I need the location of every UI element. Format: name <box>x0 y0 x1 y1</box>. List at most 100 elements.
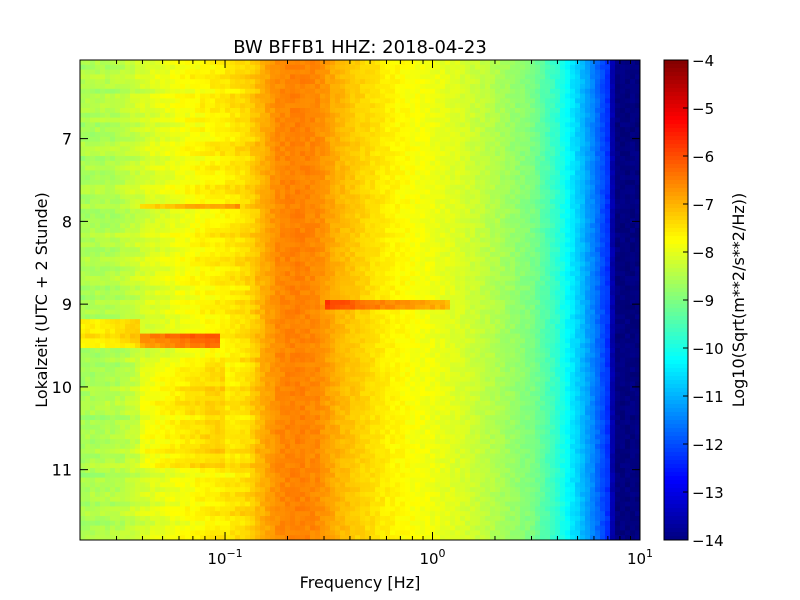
heatmap-cell <box>340 146 346 152</box>
heatmap-cell <box>160 223 166 229</box>
heatmap-cell <box>200 175 206 181</box>
heatmap-cell <box>80 84 86 90</box>
heatmap-cell <box>570 180 576 186</box>
heatmap-cell <box>335 117 341 123</box>
heatmap-cell <box>300 79 306 85</box>
heatmap-cell <box>150 146 156 152</box>
heatmap-cell <box>320 122 326 128</box>
heatmap-cell <box>615 228 621 234</box>
heatmap-cell <box>150 103 156 109</box>
heatmap-cell <box>115 184 121 190</box>
heatmap-cell <box>380 160 386 166</box>
heatmap-cell <box>255 180 261 186</box>
heatmap-cell <box>595 180 601 186</box>
heatmap-cell <box>115 84 121 90</box>
heatmap-cell <box>420 218 426 224</box>
heatmap-cell <box>510 84 516 90</box>
heatmap-cell <box>345 242 351 248</box>
heatmap-cell <box>150 261 156 267</box>
heatmap-cell <box>270 242 276 248</box>
heatmap-cell <box>295 271 301 277</box>
heatmap-cell <box>355 127 361 133</box>
heatmap-cell <box>500 165 506 171</box>
heatmap-cell <box>370 88 376 94</box>
heatmap-cell <box>175 136 181 142</box>
heatmap-cell <box>295 146 301 152</box>
heatmap-cell <box>270 79 276 85</box>
heatmap-cell <box>535 256 541 262</box>
heatmap-cell <box>350 156 356 162</box>
heatmap-cell <box>525 151 531 157</box>
heatmap-cell <box>380 108 386 114</box>
heatmap-cell <box>605 122 611 128</box>
heatmap-cell <box>155 74 161 80</box>
heatmap-cell <box>225 232 231 238</box>
heatmap-cell <box>490 60 496 66</box>
heatmap-cell <box>125 84 131 90</box>
heatmap-cell <box>110 165 116 171</box>
heatmap-cell <box>115 261 121 267</box>
heatmap-cell <box>425 84 431 90</box>
heatmap-cell <box>465 189 471 195</box>
heatmap-cell <box>435 122 441 128</box>
heatmap-cell <box>170 165 176 171</box>
heatmap-cell <box>485 112 491 118</box>
heatmap-cell <box>140 194 146 200</box>
heatmap-cell <box>435 60 441 66</box>
heatmap-cell <box>90 232 96 238</box>
heatmap-cell <box>210 93 216 99</box>
heatmap-cell <box>245 156 251 162</box>
heatmap-cell <box>515 170 521 176</box>
heatmap-cell <box>205 74 211 80</box>
heatmap-cell <box>360 127 366 133</box>
heatmap-cell <box>170 204 176 210</box>
heatmap-cell <box>545 132 551 138</box>
heatmap-cell <box>165 69 171 75</box>
heatmap-cell <box>435 79 441 85</box>
heatmap-cell <box>425 165 431 171</box>
heatmap-cell <box>525 108 531 114</box>
heatmap-cell <box>300 223 306 229</box>
heatmap-cell <box>85 252 91 258</box>
heatmap-cell <box>135 165 141 171</box>
heatmap-cell <box>425 242 431 248</box>
heatmap-cell <box>85 151 91 157</box>
heatmap-cell <box>465 74 471 80</box>
heatmap-cell <box>170 194 176 200</box>
heatmap-cell <box>160 165 166 171</box>
heatmap-cell <box>395 112 401 118</box>
heatmap-cell <box>590 180 596 186</box>
heatmap-cell <box>270 232 276 238</box>
heatmap-cell <box>405 93 411 99</box>
heatmap-cell <box>430 146 436 152</box>
heatmap-cell <box>150 88 156 94</box>
heatmap-cell <box>475 136 481 142</box>
heatmap-cell <box>95 170 101 176</box>
heatmap-cell <box>135 242 141 248</box>
heatmap-cell <box>570 261 576 267</box>
heatmap-cell <box>315 69 321 75</box>
heatmap-cell <box>450 256 456 262</box>
heatmap-cell <box>270 194 276 200</box>
heatmap-cell <box>445 74 451 80</box>
heatmap-cell <box>460 112 466 118</box>
heatmap-cell <box>355 108 361 114</box>
heatmap-cell <box>435 112 441 118</box>
heatmap-cell <box>190 261 196 267</box>
heatmap-cell <box>115 247 121 253</box>
heatmap-cell <box>620 261 626 267</box>
heatmap-cell <box>185 223 191 229</box>
heatmap-cell <box>215 117 221 123</box>
heatmap-cell <box>430 117 436 123</box>
heatmap-cell <box>285 170 291 176</box>
heatmap-cell <box>490 184 496 190</box>
heatmap-cell <box>260 170 266 176</box>
heatmap-cell <box>395 180 401 186</box>
heatmap-cell <box>550 261 556 267</box>
heatmap-cell <box>570 208 576 214</box>
heatmap-cell <box>455 127 461 133</box>
heatmap-cell <box>390 146 396 152</box>
heatmap-cell <box>575 108 581 114</box>
heatmap-cell <box>170 208 176 214</box>
heatmap-cell <box>270 108 276 114</box>
